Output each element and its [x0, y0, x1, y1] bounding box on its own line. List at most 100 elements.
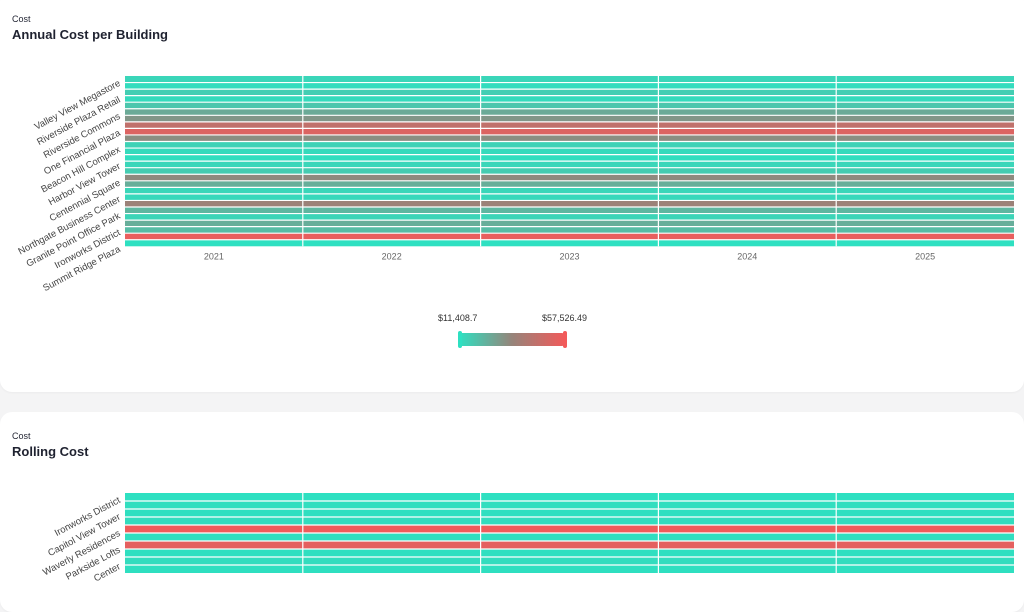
- heatmap-cell[interactable]: [302, 134, 481, 142]
- heatmap-cell[interactable]: [125, 115, 303, 122]
- heatmap-cell[interactable]: [480, 557, 659, 565]
- heatmap-cell[interactable]: [480, 525, 659, 533]
- heatmap-cell[interactable]: [480, 509, 659, 517]
- heatmap-cell[interactable]: [302, 200, 481, 207]
- heatmap-cell[interactable]: [836, 161, 1014, 168]
- heatmap-cell[interactable]: [480, 193, 659, 201]
- heatmap-cell[interactable]: [480, 187, 659, 194]
- heatmap-cell[interactable]: [125, 121, 303, 129]
- heatmap-cell[interactable]: [125, 180, 303, 188]
- heatmap-cell[interactable]: [302, 141, 481, 149]
- heatmap-cell[interactable]: [302, 207, 481, 214]
- heatmap-cell[interactable]: [480, 121, 659, 129]
- heatmap-cell[interactable]: [836, 128, 1014, 135]
- heatmap-cell[interactable]: [658, 501, 837, 509]
- heatmap-cell[interactable]: [480, 517, 659, 525]
- heatmap-cell[interactable]: [658, 220, 837, 227]
- heatmap-cell[interactable]: [125, 161, 303, 168]
- heatmap-cell[interactable]: [836, 167, 1014, 175]
- heatmap-cell[interactable]: [302, 501, 481, 509]
- heatmap-cell[interactable]: [658, 525, 837, 533]
- heatmap-cell[interactable]: [480, 220, 659, 227]
- heatmap-cell[interactable]: [125, 167, 303, 175]
- heatmap-cell[interactable]: [302, 108, 481, 116]
- heatmap-cell[interactable]: [480, 115, 659, 122]
- heatmap-cell[interactable]: [836, 501, 1014, 509]
- heatmap-cell[interactable]: [480, 128, 659, 135]
- heatmap-cell[interactable]: [125, 193, 303, 201]
- heatmap-cell[interactable]: [480, 76, 659, 83]
- heatmap-cell[interactable]: [125, 128, 303, 135]
- heatmap-cell[interactable]: [125, 533, 303, 541]
- heatmap-cell[interactable]: [125, 148, 303, 155]
- heatmap-cell[interactable]: [125, 549, 303, 557]
- heatmap-cell[interactable]: [836, 95, 1014, 103]
- heatmap-cell[interactable]: [836, 76, 1014, 83]
- heatmap-cell[interactable]: [302, 121, 481, 129]
- heatmap-cell[interactable]: [125, 557, 303, 565]
- heatmap-cell[interactable]: [658, 180, 837, 188]
- heatmap-cell[interactable]: [480, 213, 659, 221]
- heatmap-cell[interactable]: [836, 134, 1014, 142]
- heatmap-cell[interactable]: [836, 541, 1014, 549]
- heatmap-cell[interactable]: [658, 187, 837, 194]
- heatmap-cell[interactable]: [302, 95, 481, 103]
- heatmap-cell[interactable]: [125, 95, 303, 103]
- heatmap-cell[interactable]: [836, 121, 1014, 129]
- heatmap-cell[interactable]: [658, 193, 837, 201]
- heatmap-cell[interactable]: [480, 108, 659, 116]
- heatmap-cell[interactable]: [302, 509, 481, 517]
- heatmap-cell[interactable]: [658, 134, 837, 142]
- heatmap-cell[interactable]: [480, 565, 659, 573]
- heatmap-cell[interactable]: [302, 226, 481, 234]
- heatmap-cell[interactable]: [125, 517, 303, 525]
- heatmap-cell[interactable]: [302, 167, 481, 175]
- legend-min-handle[interactable]: [458, 331, 462, 348]
- heatmap-cell[interactable]: [836, 187, 1014, 194]
- heatmap-cell[interactable]: [658, 226, 837, 234]
- heatmap-cell[interactable]: [480, 549, 659, 557]
- heatmap-cell[interactable]: [658, 239, 837, 247]
- heatmap-cell[interactable]: [658, 76, 837, 83]
- heatmap-cell[interactable]: [302, 148, 481, 155]
- heatmap-cell[interactable]: [125, 565, 303, 573]
- heatmap-cell[interactable]: [302, 525, 481, 533]
- heatmap-cell[interactable]: [836, 213, 1014, 221]
- heatmap-cell[interactable]: [480, 200, 659, 207]
- heatmap-cell[interactable]: [658, 95, 837, 103]
- heatmap-cell[interactable]: [480, 239, 659, 247]
- heatmap-cell[interactable]: [125, 174, 303, 181]
- heatmap-cell[interactable]: [480, 541, 659, 549]
- heatmap-cell[interactable]: [302, 187, 481, 194]
- heatmap-cell[interactable]: [125, 501, 303, 509]
- heatmap-cell[interactable]: [658, 128, 837, 135]
- heatmap-cell[interactable]: [836, 226, 1014, 234]
- heatmap-cell[interactable]: [125, 541, 303, 549]
- heatmap-cell[interactable]: [480, 148, 659, 155]
- heatmap-cell[interactable]: [302, 89, 481, 96]
- heatmap-cell[interactable]: [836, 549, 1014, 557]
- heatmap-cell[interactable]: [836, 115, 1014, 122]
- heatmap-cell[interactable]: [125, 493, 303, 501]
- heatmap-cell[interactable]: [480, 226, 659, 234]
- heatmap-cell[interactable]: [658, 200, 837, 207]
- heatmap-cell[interactable]: [836, 102, 1014, 109]
- heatmap-cell[interactable]: [658, 565, 837, 573]
- heatmap-cell[interactable]: [125, 76, 303, 83]
- heatmap-cell[interactable]: [480, 154, 659, 162]
- heatmap-cell[interactable]: [302, 128, 481, 135]
- heatmap-cell[interactable]: [125, 213, 303, 221]
- heatmap-cell[interactable]: [836, 207, 1014, 214]
- heatmap-cell[interactable]: [658, 148, 837, 155]
- heatmap-cell[interactable]: [302, 533, 481, 541]
- heatmap-cell[interactable]: [836, 220, 1014, 227]
- heatmap-cell[interactable]: [302, 549, 481, 557]
- heatmap-cell[interactable]: [125, 226, 303, 234]
- heatmap-cell[interactable]: [302, 493, 481, 501]
- heatmap-cell[interactable]: [302, 220, 481, 227]
- heatmap-cell[interactable]: [480, 167, 659, 175]
- heatmap-cell[interactable]: [836, 108, 1014, 116]
- heatmap-cell[interactable]: [302, 180, 481, 188]
- heatmap-cell[interactable]: [658, 154, 837, 162]
- heatmap-cell[interactable]: [480, 207, 659, 214]
